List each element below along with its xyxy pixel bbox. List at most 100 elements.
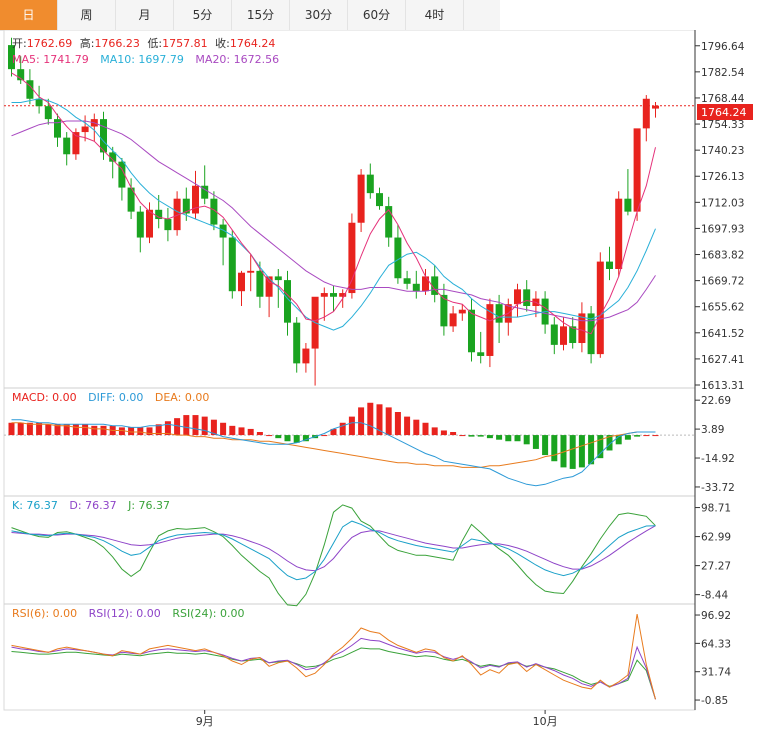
period-tabbar: 日 周 月 5分 15分 30分 60分 4时 (0, 0, 500, 31)
candle-down (118, 161, 126, 188)
macd-bar-down (505, 435, 512, 442)
price-axis-tick-label: 1782.54 (701, 67, 745, 79)
candle-down (403, 278, 411, 284)
candle-up (302, 348, 310, 364)
kdj-axis-tick-label: -8.44 (701, 590, 728, 602)
kdj-axis-tick-label: 98.71 (701, 503, 731, 515)
j-line (11, 504, 656, 607)
macd-legend: MACD: 0.00 DIFF: 0.00 DEA: 0.00 (12, 391, 209, 404)
macd-bar-up (91, 425, 98, 436)
macd-bar-down (275, 435, 282, 439)
candle-up (320, 293, 328, 297)
kdj-axis-tick-label: 27.27 (701, 561, 731, 573)
tab-month[interactable]: 月 (116, 0, 174, 30)
macd-bar-up (210, 419, 217, 436)
tab-30min[interactable]: 30分 (290, 0, 348, 30)
candle-up (652, 105, 659, 109)
macd-bar-down (597, 435, 604, 459)
candle-up (633, 128, 641, 212)
candle-down (468, 309, 475, 353)
candle-down (366, 174, 374, 194)
tab-5min[interactable]: 5分 (174, 0, 232, 30)
macd-bar-down (514, 435, 521, 442)
k-line (11, 520, 656, 581)
macd-bar-up (459, 435, 466, 437)
macd-axis-tick-label: 3.89 (701, 424, 724, 436)
macd-axis-tick-label: -14.92 (701, 453, 735, 465)
macd-bar-down (606, 435, 613, 451)
candle-up (81, 126, 89, 133)
price-axis-tick-label: 1697.93 (701, 223, 744, 235)
dea-line (11, 422, 656, 468)
macd-bar-up (63, 424, 70, 436)
macd-bar-down (468, 435, 475, 437)
macd-bar-down (634, 435, 641, 437)
candle-down (219, 224, 227, 238)
x-axis-tick-label: 9月 (196, 715, 214, 728)
macd-axis-tick-label: -33.72 (701, 482, 735, 494)
ma5-line (11, 72, 656, 335)
candle-up (173, 198, 181, 231)
tab-15min[interactable]: 15分 (232, 0, 290, 30)
candle-down (8, 45, 15, 70)
macd-bar-up (137, 427, 144, 436)
price-axis-tick-label: 1669.72 (701, 276, 744, 288)
macd-bar-down (284, 435, 291, 442)
macd-bar-up (36, 422, 43, 436)
candle-down (431, 276, 439, 295)
candle-up (422, 276, 429, 292)
macd-bar-down (302, 435, 309, 442)
price-axis-tick-label: 1754.33 (701, 119, 744, 131)
candle-down (127, 187, 135, 212)
candle-up (357, 174, 365, 223)
candle-down (495, 304, 503, 323)
macd-bar-up (17, 422, 24, 436)
candle-down (385, 206, 393, 238)
candle-down (17, 69, 25, 81)
tab-4hour[interactable]: 4时 (406, 0, 464, 30)
candle-up (596, 261, 604, 355)
macd-bar-down (293, 435, 300, 443)
candle-down (569, 326, 577, 344)
macd-bar-up (45, 424, 52, 436)
macd-bar-up (183, 415, 190, 436)
candle-down (256, 270, 264, 297)
candle-down (550, 324, 558, 345)
price-axis-tick-label: 1613.31 (701, 380, 744, 392)
current-price-label: 1764.24 (701, 106, 747, 119)
macd-bar-up (164, 421, 171, 436)
candle-down (376, 193, 383, 207)
candle-up (265, 276, 273, 297)
macd-bar-down (569, 435, 576, 469)
macd-bar-up (450, 432, 457, 436)
macd-bar-down (588, 435, 595, 465)
macd-bar-up (8, 422, 15, 436)
macd-bar-up (376, 404, 383, 436)
candle-down (394, 237, 402, 279)
candle-down (284, 280, 291, 323)
macd-bar-up (404, 416, 411, 436)
candle-up (449, 313, 457, 327)
ma10-line (11, 98, 656, 331)
candle-down (109, 152, 117, 162)
macd-bar-up (82, 424, 89, 436)
candle-down (440, 294, 448, 327)
candle-down (606, 261, 613, 269)
main-legend-ohlc: 开:1762.69 高:1766.23 低:1757.81 收:1764.24 (12, 36, 275, 50)
macd-bar-up (174, 418, 181, 436)
macd-bar-down (560, 435, 567, 468)
macd-bar-up (118, 427, 125, 436)
macd-bar-down (542, 435, 549, 456)
candle-up (348, 222, 356, 294)
tab-day[interactable]: 日 (0, 0, 58, 30)
tab-week[interactable]: 周 (58, 0, 116, 30)
macd-bar-up (348, 416, 355, 436)
macd-bar-up (367, 402, 374, 436)
candle-down (136, 211, 144, 238)
macd-bar-up (440, 430, 447, 436)
tab-60min[interactable]: 60分 (348, 0, 406, 30)
macd-bar-down (496, 435, 503, 440)
candle-up (247, 270, 255, 273)
rsi-axis-tick-label: -0.85 (701, 695, 728, 707)
candle-down (164, 219, 172, 231)
